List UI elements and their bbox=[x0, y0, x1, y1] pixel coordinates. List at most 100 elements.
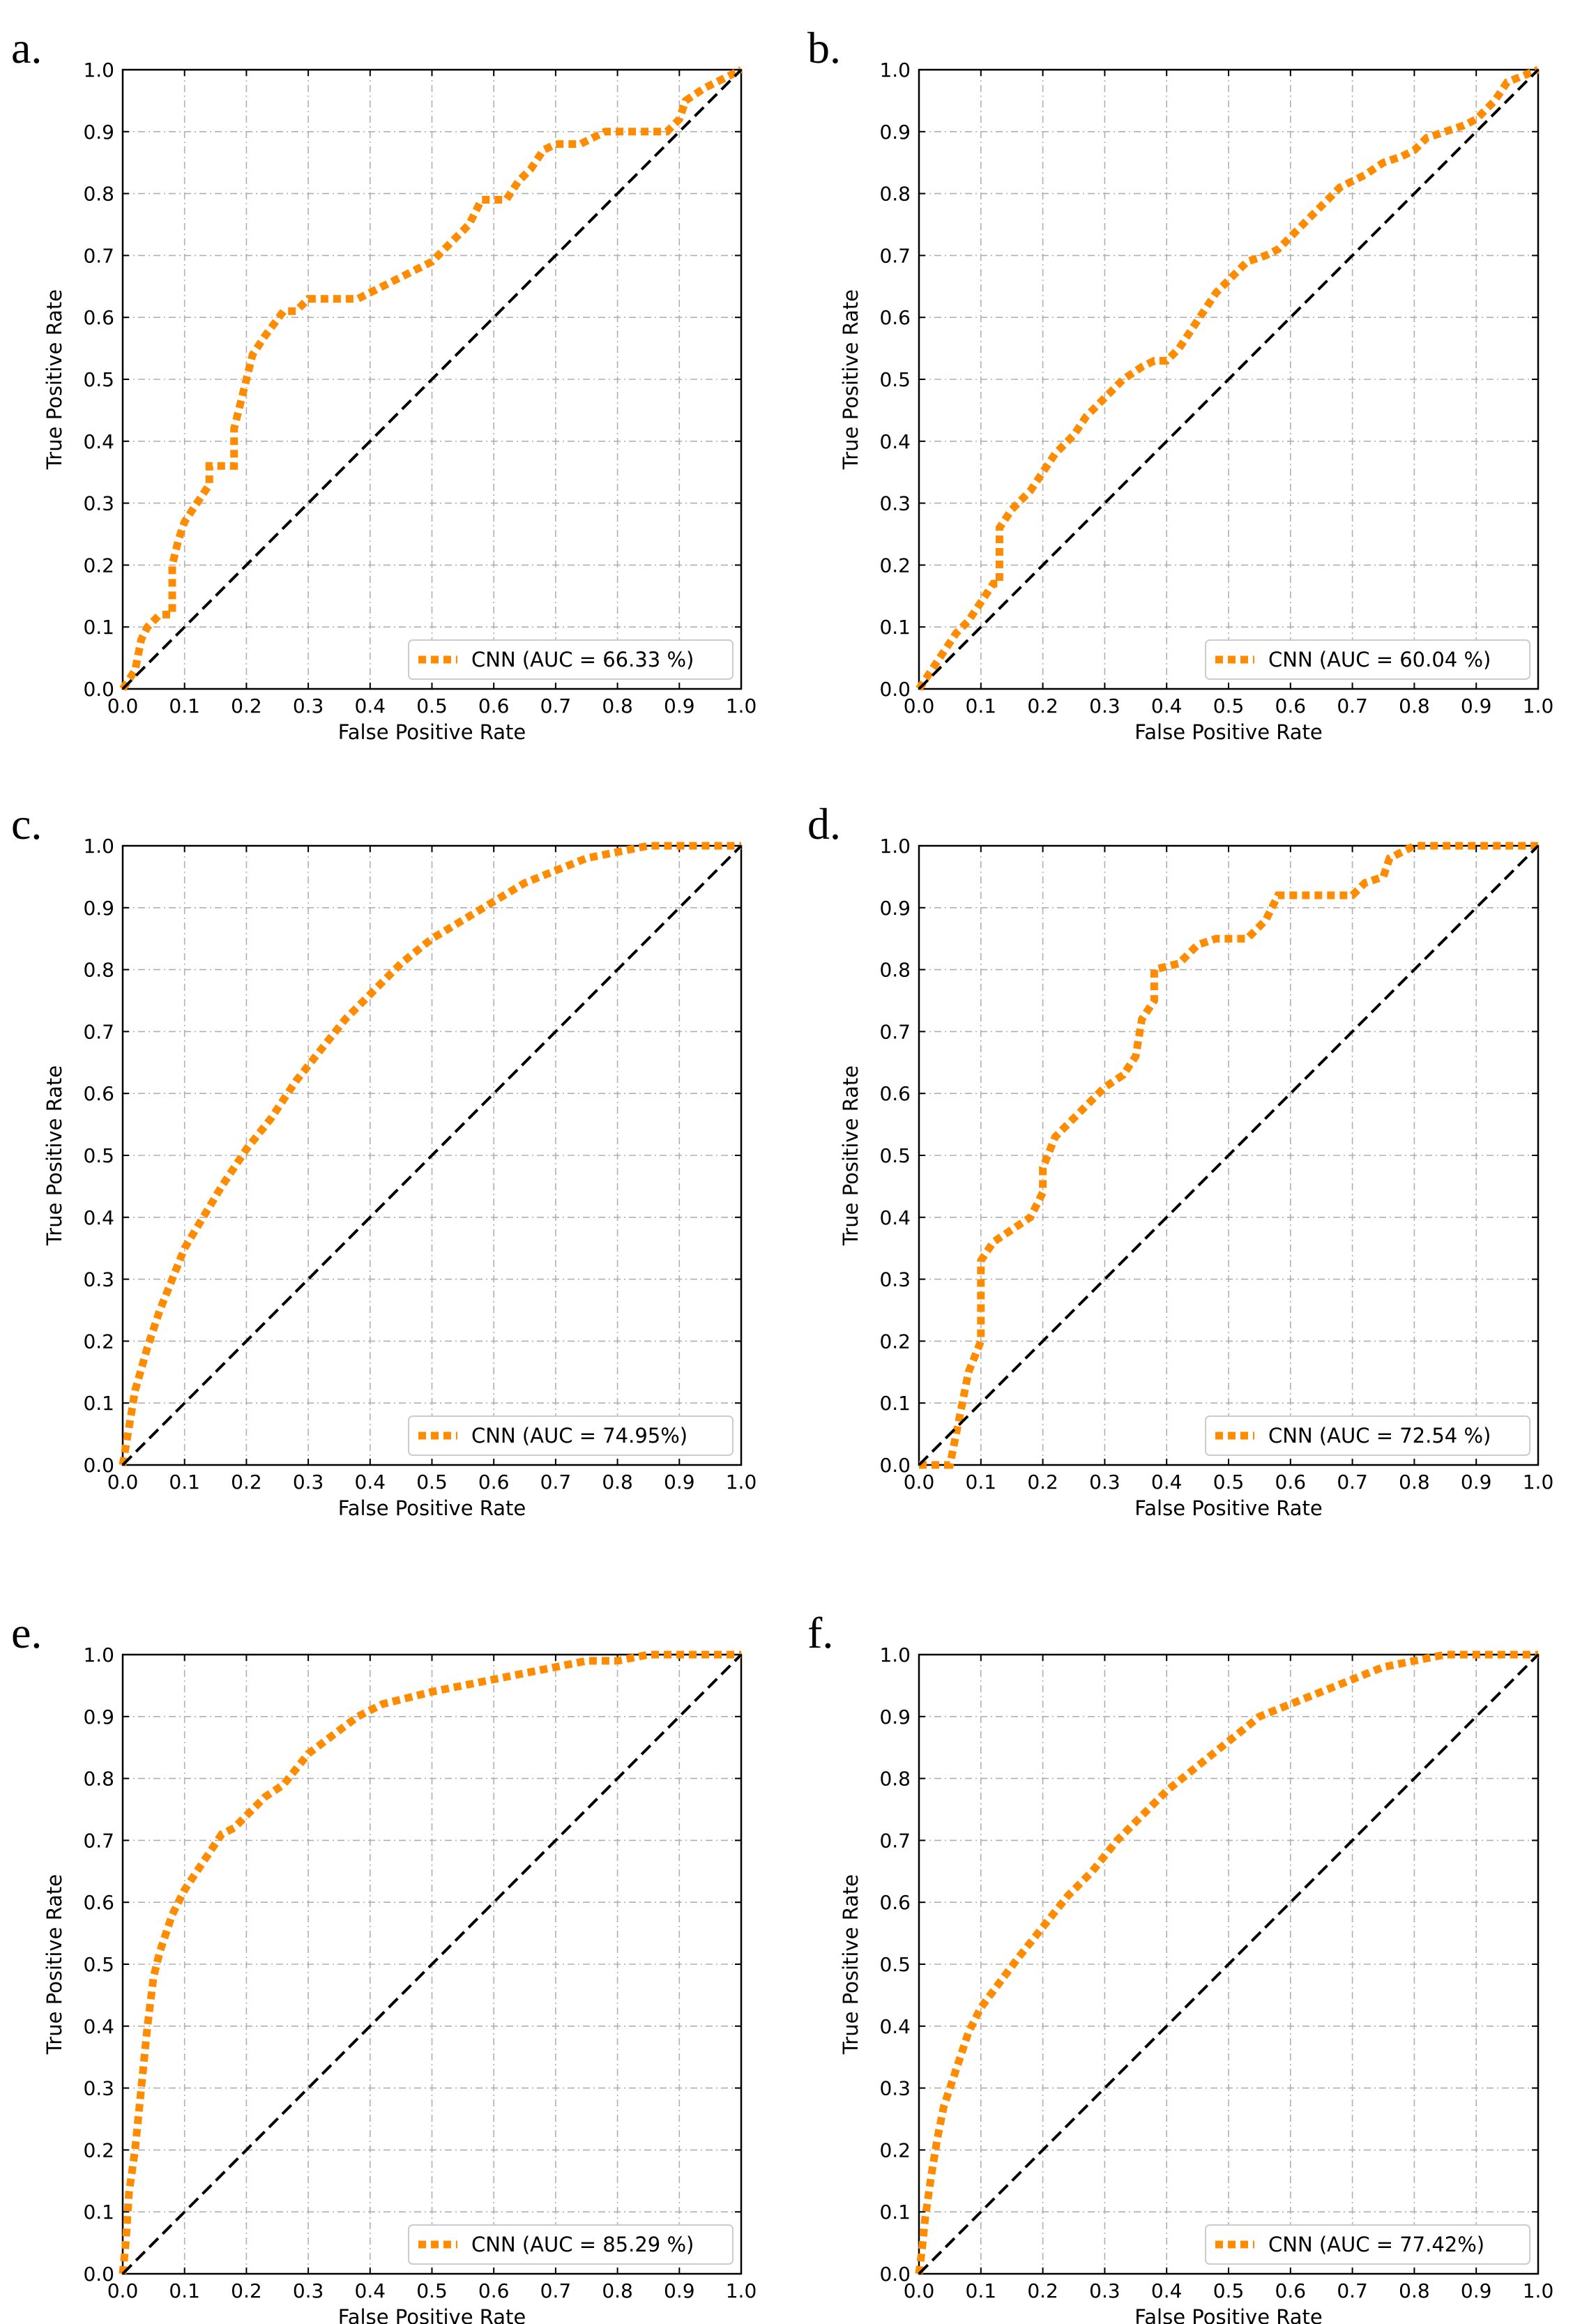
y-tick-label: 0.3 bbox=[879, 2077, 911, 2100]
y-tick-label: 0.3 bbox=[879, 492, 911, 515]
y-tick-label: 0.5 bbox=[879, 1953, 911, 1976]
x-tick-label: 0.6 bbox=[478, 2279, 510, 2302]
x-tick-label: 0.3 bbox=[1089, 694, 1120, 717]
x-tick-label: 1.0 bbox=[726, 1471, 757, 1494]
roc-curve bbox=[119, 842, 741, 1466]
y-axis-label: True Positive Rate bbox=[43, 289, 66, 470]
y-tick-label: 1.0 bbox=[879, 59, 911, 82]
y-tick-label: 1.0 bbox=[83, 835, 114, 858]
panel-letter: e. bbox=[11, 1608, 42, 1657]
y-tick-label: 0.2 bbox=[879, 2139, 911, 2162]
y-tick-label: 1.0 bbox=[879, 1643, 911, 1666]
y-axis-label: True Positive Rate bbox=[43, 1065, 66, 1246]
panel-letter: a. bbox=[11, 23, 42, 73]
x-tick-label: 0.6 bbox=[1275, 2279, 1307, 2302]
x-axis-label: False Positive Rate bbox=[1134, 2305, 1323, 2324]
x-tick-label: 0.3 bbox=[1089, 2279, 1120, 2302]
y-tick-label: 0.9 bbox=[83, 121, 114, 144]
y-tick-label: 0.6 bbox=[879, 1891, 911, 1914]
y-tick-label: 0.4 bbox=[879, 1206, 911, 1229]
y-tick-label: 0.0 bbox=[879, 678, 911, 701]
x-tick-label: 0.1 bbox=[966, 1471, 997, 1494]
x-tick-label: 0.0 bbox=[904, 2279, 935, 2302]
y-tick-label: 0.0 bbox=[83, 678, 114, 701]
x-tick-label: 0.6 bbox=[1275, 1471, 1307, 1494]
y-tick-label: 0.7 bbox=[83, 244, 114, 267]
y-tick-label: 0.6 bbox=[879, 1082, 911, 1105]
x-tick-label: 0.0 bbox=[107, 2279, 139, 2302]
y-tick-label: 0.3 bbox=[83, 1268, 114, 1291]
y-tick-label: 0.2 bbox=[83, 554, 114, 577]
x-tick-label: 0.0 bbox=[107, 1471, 139, 1494]
legend-box bbox=[408, 2224, 734, 2265]
x-tick-label: 0.1 bbox=[169, 2279, 200, 2302]
y-tick-label: 0.4 bbox=[83, 2015, 114, 2038]
roc-curve bbox=[919, 842, 1538, 1469]
x-tick-label: 0.7 bbox=[1337, 2279, 1368, 2302]
chance-diagonal-line bbox=[918, 844, 1540, 1466]
y-tick-label: 0.0 bbox=[83, 1454, 114, 1477]
legend-box bbox=[1205, 1415, 1530, 1456]
y-tick-label: 0.6 bbox=[83, 1891, 114, 1914]
x-tick-label: 0.2 bbox=[1027, 2279, 1058, 2302]
x-tick-label: 0.8 bbox=[1399, 2279, 1430, 2302]
x-tick-label: 0.4 bbox=[355, 1471, 386, 1494]
x-tick-label: 0.6 bbox=[1275, 694, 1307, 717]
x-tick-label: 0.5 bbox=[1213, 2279, 1245, 2302]
y-tick-label: 0.0 bbox=[879, 2263, 911, 2286]
y-tick-label: 0.0 bbox=[83, 2263, 114, 2286]
chance-diagonal-line bbox=[121, 68, 743, 690]
x-tick-label: 0.0 bbox=[107, 694, 139, 717]
roc-panel: f. 0.0 0.1 0.2 0.3 0.4 0.5 0.6 0.7 0.8 0.9 1.0 0.0 0.… bbox=[807, 1608, 1553, 2324]
legend-label: CNN (AUC = 60.04 %) bbox=[1268, 648, 1491, 671]
x-tick-label: 1.0 bbox=[1523, 694, 1554, 717]
x-tick-label: 0.2 bbox=[231, 694, 262, 717]
y-tick-label: 0.5 bbox=[83, 1953, 114, 1976]
y-tick-label: 0.4 bbox=[83, 430, 114, 453]
x-tick-label: 0.2 bbox=[231, 1471, 262, 1494]
x-tick-label: 0.9 bbox=[1461, 694, 1492, 717]
x-tick-label: 0.1 bbox=[169, 1471, 200, 1494]
y-tick-label: 0.4 bbox=[83, 1206, 114, 1229]
x-tick-label: 0.8 bbox=[602, 694, 633, 717]
x-tick-label: 0.1 bbox=[966, 694, 997, 717]
panel-letter: b. bbox=[807, 23, 841, 73]
x-tick-label: 0.9 bbox=[1461, 2279, 1492, 2302]
x-axis-label: False Positive Rate bbox=[338, 720, 526, 744]
y-tick-label: 0.4 bbox=[879, 2015, 911, 2038]
roc-panel: d. 0.0 0.1 0.2 0.3 0.4 0.5 0.6 0.7 0.8 0.9 1.0 0.0 0.… bbox=[807, 799, 1553, 1520]
roc-panel: b. 0.0 0.1 0.2 0.3 0.4 0.5 0.6 0.7 0.8 0.9 1.0 0.0 0.… bbox=[807, 23, 1553, 744]
x-tick-label: 0.8 bbox=[1399, 694, 1430, 717]
x-tick-label: 0.5 bbox=[416, 694, 448, 717]
x-tick-label: 0.9 bbox=[664, 2279, 695, 2302]
y-tick-label: 0.3 bbox=[879, 1268, 911, 1291]
legend-label: CNN (AUC = 74.95%) bbox=[471, 1424, 687, 1448]
y-tick-label: 0.6 bbox=[83, 306, 114, 329]
x-tick-label: 0.7 bbox=[540, 2279, 572, 2302]
legend-box bbox=[408, 1415, 734, 1456]
y-axis-label: True Positive Rate bbox=[43, 1874, 66, 2055]
x-tick-label: 0.3 bbox=[293, 2279, 324, 2302]
x-tick-label: 0.4 bbox=[1151, 1471, 1183, 1494]
x-tick-label: 0.3 bbox=[293, 694, 324, 717]
roc-panel: a. 0.0 0.1 0.2 0.3 0.4 0.5 0.6 0.7 0.8 0.9 1.0 0.0 0.… bbox=[11, 23, 757, 744]
y-tick-label: 0.1 bbox=[879, 616, 911, 639]
x-tick-label: 1.0 bbox=[726, 2279, 757, 2302]
y-tick-label: 0.6 bbox=[879, 306, 911, 329]
x-tick-label: 0.8 bbox=[602, 1471, 633, 1494]
x-tick-label: 0.2 bbox=[1027, 1471, 1058, 1494]
legend: CNN (AUC = 66.33 %) bbox=[408, 639, 734, 680]
x-tick-label: 0.3 bbox=[293, 1471, 324, 1494]
roc-panel: e. 0.0 0.1 0.2 0.3 0.4 0.5 0.6 0.7 0.8 0.9 1.0 0.0 0.… bbox=[11, 1608, 757, 2324]
y-tick-label: 0.5 bbox=[83, 1144, 114, 1167]
x-tick-label: 1.0 bbox=[1523, 2279, 1554, 2302]
x-tick-label: 0.7 bbox=[1337, 1471, 1368, 1494]
chance-diagonal-line bbox=[918, 1653, 1540, 2275]
roc-curve bbox=[915, 66, 1540, 692]
x-tick-label: 0.4 bbox=[1151, 2279, 1183, 2302]
y-tick-label: 0.8 bbox=[83, 959, 114, 982]
y-tick-label: 1.0 bbox=[879, 835, 911, 858]
x-tick-label: 0.5 bbox=[1213, 1471, 1245, 1494]
x-tick-label: 0.4 bbox=[1151, 694, 1183, 717]
y-tick-label: 0.2 bbox=[83, 2139, 114, 2162]
